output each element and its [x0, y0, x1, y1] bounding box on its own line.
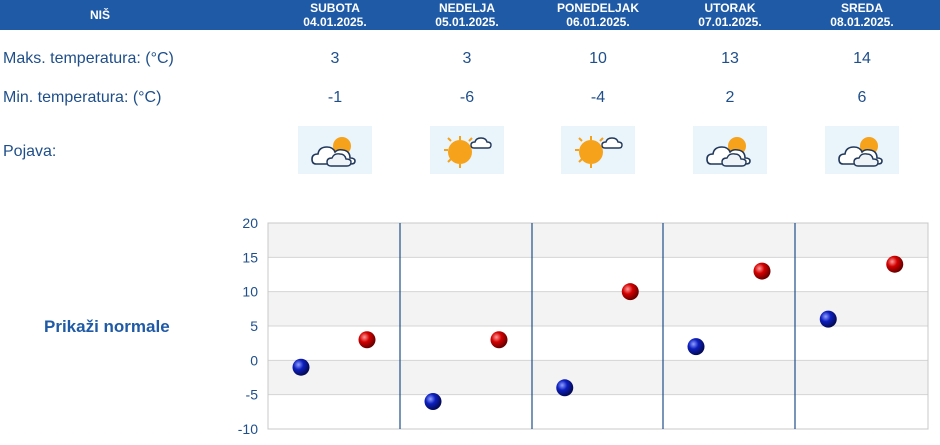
day-header-4: UTORAK 07.01.2025.: [675, 0, 785, 30]
max-temp-marker[interactable]: [358, 331, 376, 349]
day-date: 05.01.2025.: [435, 15, 499, 29]
day-name: SREDA: [840, 1, 883, 15]
min-temp-marker[interactable]: [424, 393, 442, 411]
max-temp-marker[interactable]: [753, 262, 771, 280]
day-name: UTORAK: [704, 1, 756, 15]
day-header-3: PONEDELJAK 06.01.2025.: [543, 0, 653, 30]
day-header-1: SUBOTA 04.01.2025.: [280, 0, 390, 30]
min-temp-marker[interactable]: [687, 338, 705, 356]
day-date: 08.01.2025.: [830, 15, 894, 29]
max-temp-value: 14: [853, 50, 871, 67]
min-temp-label: Min. temperatura: (°C): [3, 89, 162, 106]
day-header-2: NEDELJA 05.01.2025.: [412, 0, 522, 30]
grid-band: [268, 326, 928, 361]
day-name: SUBOTA: [310, 1, 360, 15]
city-name: NIŠ: [89, 8, 110, 22]
partly-cloudy-icon: [298, 126, 372, 174]
day-header-5: SREDA 08.01.2025.: [807, 0, 917, 30]
max-temp-marker[interactable]: [886, 255, 904, 273]
day-name: PONEDELJAK: [556, 1, 639, 15]
partly-cloudy-icon: [693, 126, 767, 174]
max-temp-value: 3: [462, 50, 472, 67]
min-temp-value: -6: [459, 89, 475, 106]
mostly-sunny-icon: [430, 126, 504, 174]
y-tick-label: 20: [242, 215, 258, 231]
max-temp-marker[interactable]: [621, 283, 639, 301]
forecast-header: NIŠ SUBOTA 04.01.2025. NEDELJA 05.01.202…: [0, 0, 940, 30]
day-date: 06.01.2025.: [566, 15, 630, 29]
day-date: 04.01.2025.: [303, 15, 367, 29]
max-temp-label: Maks. temperatura: (°C): [3, 50, 174, 67]
mostly-sunny-icon: [561, 126, 635, 174]
min-temp-value: -4: [590, 89, 606, 106]
y-tick-label: 15: [242, 249, 258, 265]
y-tick-label: -5: [246, 387, 259, 403]
plot-border: [267, 222, 929, 430]
grid-band: [268, 291, 928, 326]
y-tick-label: 10: [242, 284, 258, 300]
min-temp-value: 2: [725, 89, 735, 106]
min-temp-value: -1: [327, 89, 343, 106]
grid-band: [268, 223, 928, 258]
min-temp-marker[interactable]: [292, 358, 310, 376]
show-normals-link[interactable]: Prikaži normale: [44, 317, 170, 336]
max-temp-value: 10: [589, 50, 607, 67]
max-temp-value: 13: [721, 50, 739, 67]
partly-cloudy-icon: [825, 126, 899, 174]
grid-band: [268, 394, 928, 429]
max-temp-value: 3: [330, 50, 340, 67]
y-tick-label: 5: [250, 318, 258, 334]
day-name: NEDELJA: [438, 1, 495, 15]
y-tick-label: 0: [250, 352, 258, 368]
y-tick-label: -10: [238, 421, 258, 437]
grid-band: [268, 257, 928, 292]
day-date: 07.01.2025.: [698, 15, 762, 29]
min-temp-marker[interactable]: [556, 379, 574, 397]
grid-band: [268, 360, 928, 395]
max-temp-marker[interactable]: [490, 331, 508, 349]
weather-label: Pojava:: [3, 143, 57, 160]
min-temp-marker[interactable]: [819, 310, 837, 328]
min-temp-value: 6: [857, 89, 867, 106]
